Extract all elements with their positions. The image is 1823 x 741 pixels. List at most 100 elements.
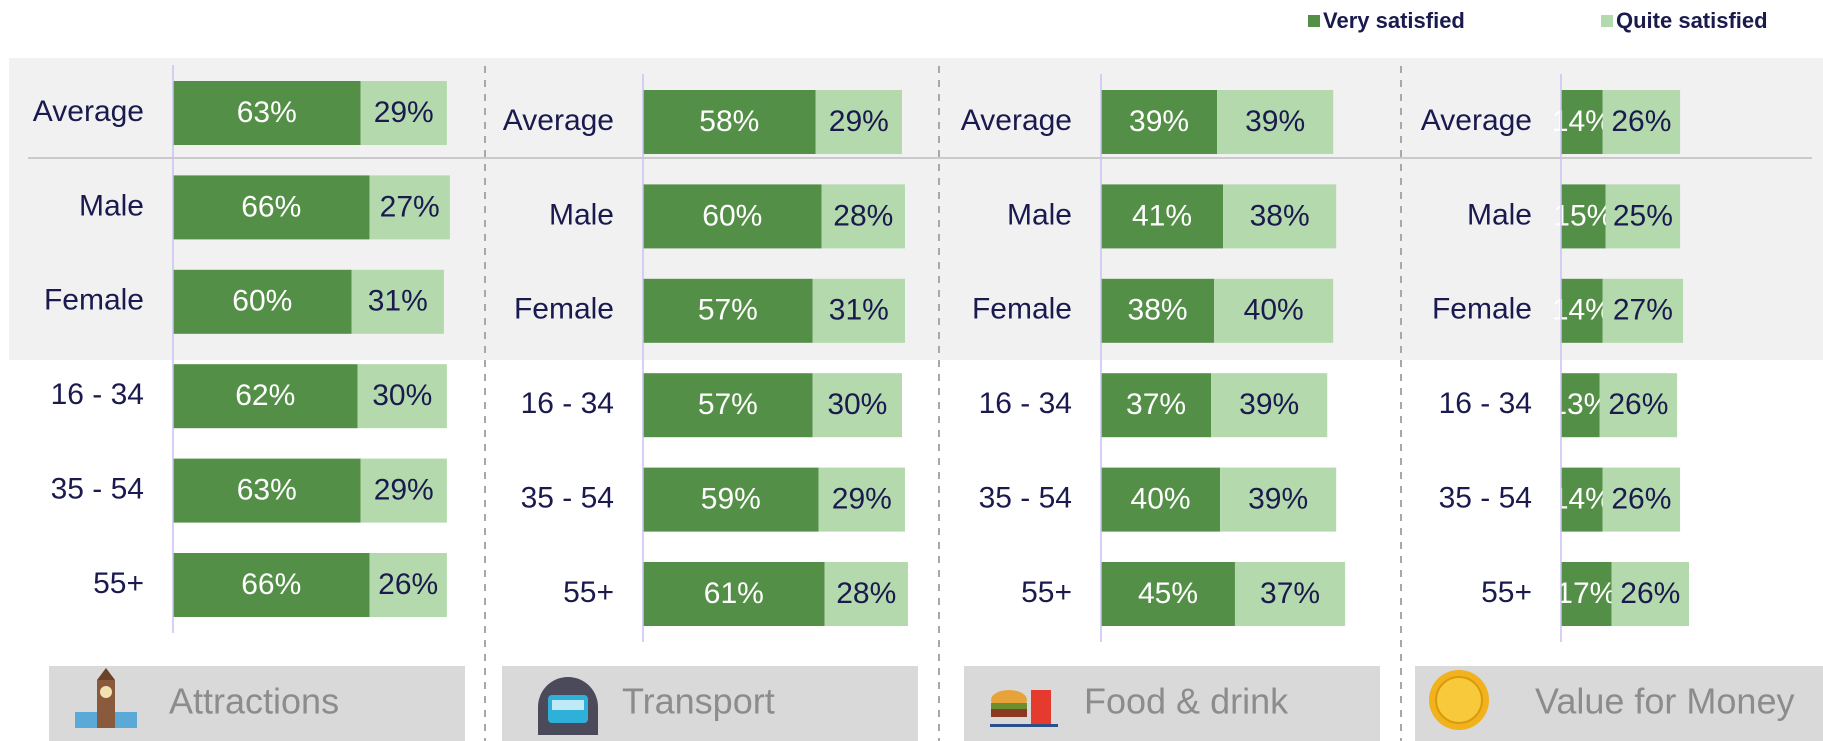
category-label: Female [1432,293,1532,326]
legend: Very satisfied Quite satisfied [1308,8,1768,33]
category-label: 35 - 54 [979,482,1072,515]
category-label: Male [1467,198,1532,231]
category-label: 16 - 34 [979,387,1072,420]
bar-segment [1101,184,1224,249]
bar-segment [1101,278,1215,343]
value-label: 28% [833,199,893,232]
value-label: 40% [1244,294,1304,327]
value-label: 26% [1608,388,1668,421]
category-label: 35 - 54 [51,473,144,506]
panel-title: Food & drink [1084,681,1289,722]
value-label: 39% [1248,483,1308,516]
bar-segment [643,373,813,438]
bar-segment [173,175,370,240]
category-label: 16 - 34 [51,378,144,411]
value-label: 14% [1552,483,1612,516]
bar-segment [1611,562,1690,626]
value-label: 30% [827,388,887,421]
value-label: 31% [368,285,428,318]
legend-swatch [1601,15,1613,27]
value-label: 37% [1126,388,1186,421]
category-label: 55+ [1481,576,1532,609]
bar-segment [351,269,444,334]
value-label: 25% [1613,199,1673,232]
icon-attractions [75,668,137,728]
icon-coin [1429,670,1489,730]
bar-segment [1602,278,1684,343]
value-label: 39% [1129,105,1189,138]
value-label: 29% [374,474,434,507]
bar-segment [1561,562,1612,626]
bar-segment [357,364,447,429]
bar-segment [643,90,816,154]
category-label: Male [79,189,144,222]
value-label: 57% [698,294,758,327]
value-label: 38% [1128,294,1188,327]
bar-segment [812,278,905,343]
value-label: 37% [1260,577,1320,610]
bar-segment [173,364,358,429]
value-label: 28% [836,577,896,610]
category-label: 55+ [563,576,614,609]
bar-segment [643,562,825,626]
category-label: Average [503,104,614,137]
bar-segment [173,81,361,145]
value-label: 61% [704,577,764,610]
value-label: 66% [241,190,301,223]
value-label: 40% [1131,483,1191,516]
bar-segment [1101,90,1218,154]
value-label: 29% [829,105,889,138]
value-label: 26% [1620,577,1680,610]
value-label: 27% [380,190,440,223]
value-label: 15% [1553,199,1613,232]
value-label: 29% [374,96,434,129]
panel-title: Value for Money [1535,681,1794,722]
bar-segment [815,90,902,154]
category-label: Female [972,293,1072,326]
bar-segment [1605,184,1681,249]
category-label: Male [1007,198,1072,231]
bar-segment [369,553,447,617]
value-label: 29% [832,483,892,516]
bar-segment [1101,373,1212,438]
category-label: 16 - 34 [521,387,614,420]
bar-segment [1599,373,1678,438]
bar-segment [173,269,352,334]
bar-segment [1561,184,1606,249]
category-label: Average [1421,104,1532,137]
panel-title: Attractions [169,681,339,722]
category-label: Male [549,198,614,231]
bar-segment [1561,467,1603,532]
bar-segment [812,373,902,438]
value-label: 58% [699,105,759,138]
bar-segment [643,184,822,249]
category-label: Female [44,284,144,317]
legend-swatch [1308,15,1320,27]
value-label: 59% [701,483,761,516]
value-label: 57% [698,388,758,421]
value-label: 62% [235,379,295,412]
value-label: 63% [237,474,297,507]
bar-segment [1101,467,1221,532]
legend-label: Quite satisfied [1616,8,1768,33]
value-label: 60% [232,285,292,318]
category-label: 35 - 54 [1439,482,1532,515]
bar-segment [1234,562,1346,626]
bar-segment [1561,90,1603,154]
value-label: 30% [372,379,432,412]
value-label: 45% [1138,577,1198,610]
category-label: Average [961,104,1072,137]
value-label: 31% [829,294,889,327]
icon-transport [538,677,598,735]
bar-segment [360,458,447,523]
category-label: Female [514,293,614,326]
bar-segment [1214,278,1334,343]
legend-label: Very satisfied [1323,8,1465,33]
bar-segment [643,278,813,343]
value-label: 38% [1250,199,1310,232]
icon-food [990,690,1058,727]
bar-segment [1220,467,1337,532]
value-label: 63% [237,96,297,129]
value-label: 26% [1611,105,1671,138]
bar-segment [1602,467,1681,532]
